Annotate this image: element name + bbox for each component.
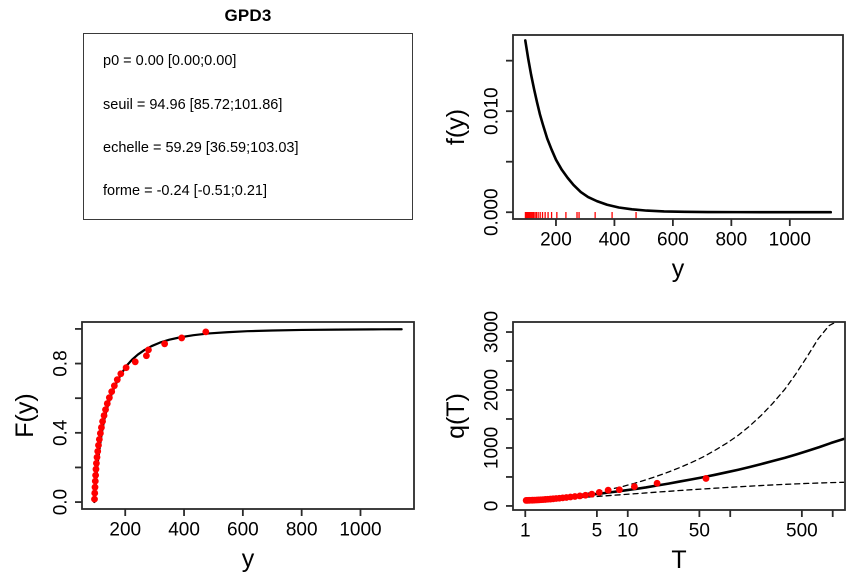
density-chart: 200 400 600 800 1000 0.000 0.010 y f(y): [442, 34, 844, 283]
data-point: [95, 435, 103, 443]
data-point: [202, 328, 210, 336]
data-point: [178, 334, 186, 342]
data-point: [92, 465, 100, 473]
y-axis-title: f(y): [442, 109, 470, 145]
empirical-cdf-points: [91, 328, 210, 503]
density-plot-panel: 200 400 600 800 1000 0.000 0.010 y f(y): [432, 0, 864, 288]
y-tick-label: 2000: [482, 369, 503, 411]
data-point: [108, 388, 116, 396]
data-point: [588, 490, 596, 498]
param-line-forme: forme = -0.24 [-0.51;0.21]: [103, 183, 268, 199]
data-point: [145, 346, 152, 354]
data-point: [91, 477, 99, 485]
data-point: [103, 400, 111, 407]
y-tick-label: 1000: [482, 427, 503, 469]
x-tick-label: 1: [520, 521, 531, 542]
data-point: [653, 479, 661, 487]
y-tick-label: 0.4: [51, 419, 72, 446]
x-tick-label: 600: [227, 520, 259, 541]
x-tick-label: 400: [599, 230, 631, 251]
empirical-return-points: [522, 475, 710, 504]
data-point: [100, 412, 108, 419]
data-point: [582, 491, 589, 499]
plot-frame: [512, 34, 844, 220]
x-axis: 200 400 600 800 1000: [109, 509, 382, 541]
x-axis-title: y: [672, 255, 685, 283]
y-axis: 0 1000 2000 3000: [482, 311, 513, 512]
y-tick-label: 0: [482, 501, 503, 512]
x-tick-label: 50: [689, 521, 710, 542]
y-tick-label: 0.000: [482, 188, 503, 236]
x-axis: 1 5 10 50 500: [520, 510, 834, 542]
data-point: [95, 441, 102, 449]
x-axis-title: y: [242, 545, 255, 573]
data-point: [91, 489, 99, 497]
x-tick-label: 400: [168, 520, 200, 541]
x-tick-label: 10: [617, 521, 638, 542]
data-point: [92, 471, 100, 479]
data-point: [93, 459, 100, 467]
data-point: [616, 486, 623, 494]
data-point: [122, 364, 130, 372]
x-tick-label: 600: [657, 230, 689, 251]
plot-frame: [81, 321, 415, 510]
data-point: [96, 429, 104, 437]
param-line-echelle: echelle = 59.29 [36.59;103.03]: [103, 140, 299, 156]
return-level-median-curve: [523, 437, 845, 502]
data-point: [131, 358, 139, 366]
plot-frame: [512, 321, 846, 511]
x-tick-label: 500: [786, 521, 818, 542]
y-tick-label: 3000: [482, 311, 503, 353]
x-axis: 200 400 600 800 1000: [540, 219, 811, 251]
data-point: [98, 424, 105, 431]
x-tick-label: 1000: [769, 230, 811, 251]
data-point: [99, 417, 106, 425]
data-point: [143, 352, 150, 360]
x-axis-title: T: [671, 546, 686, 574]
data-point: [595, 488, 603, 496]
data-point: [161, 340, 169, 348]
x-tick-label: 800: [286, 520, 318, 541]
panel-title: GPD3: [224, 6, 272, 25]
confidence-upper-curve: [524, 322, 838, 501]
param-line-seuil: seuil = 94.96 [85.72;101.86]: [103, 97, 283, 113]
y-tick-label: 0.010: [482, 87, 503, 135]
data-point: [604, 486, 612, 494]
data-point: [91, 483, 99, 491]
param-line-p0: p0 = 0.00 [0.00;0.00]: [103, 53, 237, 69]
fitted-cdf-curve: [93, 328, 403, 504]
data-point: [105, 394, 113, 402]
data-point: [630, 483, 638, 490]
x-tick-label: 200: [109, 520, 141, 541]
data-point: [571, 493, 579, 500]
x-tick-label: 5: [592, 521, 603, 542]
parameter-box: [83, 33, 413, 220]
data-point: [702, 475, 710, 482]
y-axis: 0.000 0.010: [482, 59, 513, 236]
y-tick-label: 0.0: [51, 489, 72, 515]
data-point: [117, 370, 125, 378]
data-point: [113, 376, 121, 384]
data-point: [576, 492, 584, 500]
return-level-chart: 1 5 10 50 500 0 1000 2000 3000 Tq(T): [442, 311, 846, 574]
data-point: [110, 382, 118, 390]
y-tick-label: 0.8: [51, 350, 72, 376]
data-point: [94, 447, 102, 455]
data-point: [93, 453, 101, 461]
cdf-chart: 200 400 600 800 1000 0.0 0.4 0.8 y F(y): [11, 321, 415, 573]
cdf-plot-panel: 200 400 600 800 1000 0.0 0.4 0.8 y F(y): [0, 288, 432, 576]
y-axis: 0.0 0.4 0.8: [51, 328, 82, 515]
x-tick-label: 800: [715, 230, 747, 251]
data-point: [102, 406, 109, 414]
fitted-density-curve: [523, 39, 833, 214]
parameter-summary-panel: GPD3 p0 = 0.00 [0.00;0.00] seuil = 94.96…: [0, 0, 432, 288]
y-axis-title: F(y): [11, 393, 39, 437]
x-tick-label: 200: [540, 230, 572, 251]
data-point: [91, 495, 98, 503]
x-tick-label: 1000: [339, 520, 381, 541]
rug-marks: [524, 212, 637, 219]
y-axis-title: q(T): [442, 393, 470, 439]
